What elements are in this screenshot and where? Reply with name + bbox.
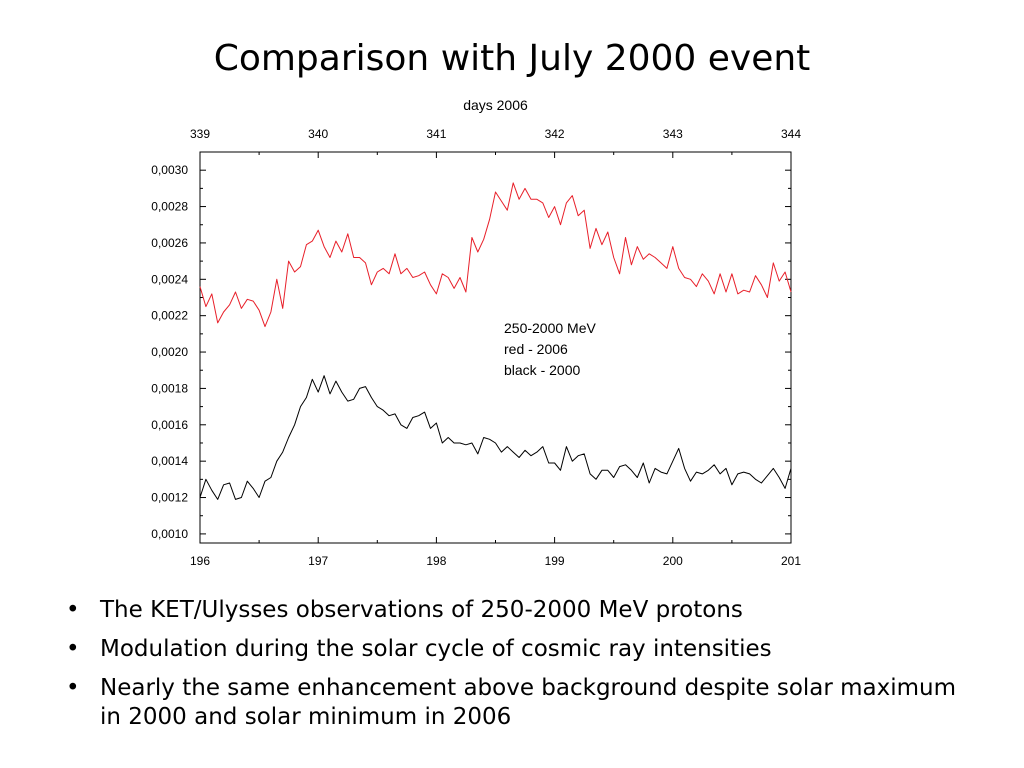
- bullet-dot: •: [66, 636, 80, 662]
- top-tick-label: 344: [781, 127, 801, 141]
- y-tick-label: 0,0022: [151, 309, 188, 323]
- y-tick-label: 0,0014: [151, 454, 188, 468]
- bullet-text: Nearly the same enhancement above backgr…: [100, 675, 957, 730]
- bullet-item: • Nearly the same enhancement above back…: [66, 674, 966, 732]
- x-tick-label: 197: [308, 554, 328, 568]
- y-tick-label: 0,0024: [151, 272, 188, 286]
- bullet-text: The KET/Ulysses observations of 250-2000…: [100, 597, 743, 623]
- plot-frame: [199, 151, 792, 544]
- y-tick-label: 0,0012: [151, 491, 188, 505]
- y-tick-label: 0,0016: [151, 418, 188, 432]
- x-tick-label: 196: [190, 554, 210, 568]
- top-tick-label: 341: [426, 127, 446, 141]
- top-tick-label: 343: [663, 127, 683, 141]
- bullet-list: • The KET/Ulysses observations of 250-20…: [66, 596, 966, 742]
- bullet-text: Modulation during the solar cycle of cos…: [100, 636, 772, 662]
- x-tick-label: 200: [663, 554, 683, 568]
- annotation-line: red - 2006: [504, 341, 568, 357]
- bullet-item: • Modulation during the solar cycle of c…: [66, 635, 966, 664]
- y-tick-label: 0,0018: [151, 381, 188, 395]
- page-title: Comparison with July 2000 event: [213, 38, 811, 79]
- top-tick-label: 340: [308, 127, 328, 141]
- top-tick-label: 342: [545, 127, 565, 141]
- y-tick-label: 0,0020: [151, 345, 188, 359]
- top-axis-title: days 2006: [463, 97, 528, 113]
- annotation-line: 250-2000 MeV: [504, 320, 597, 336]
- series-2006-line: [199, 182, 792, 328]
- bullet-dot: •: [66, 675, 80, 701]
- x-tick-label: 199: [545, 554, 565, 568]
- y-tick-label: 0,0030: [151, 163, 188, 177]
- line-chart: 0,0010 0,0012 0,0014 0,0016 0,0018 0,0020 0,00…: [151, 97, 801, 568]
- annotation-line: black - 2000: [504, 362, 580, 378]
- y-tick-label: 0,0026: [151, 236, 188, 250]
- bullet-dot: •: [66, 597, 80, 623]
- x-tick-label: 198: [426, 554, 446, 568]
- y-tick-label: 0,0028: [151, 200, 188, 214]
- y-tick-label: 0,0010: [151, 527, 188, 541]
- top-tick-label: 339: [190, 127, 210, 141]
- series-2000-line: [199, 375, 792, 500]
- bullet-item: • The KET/Ulysses observations of 250-20…: [66, 596, 966, 625]
- x-tick-label: 201: [781, 554, 801, 568]
